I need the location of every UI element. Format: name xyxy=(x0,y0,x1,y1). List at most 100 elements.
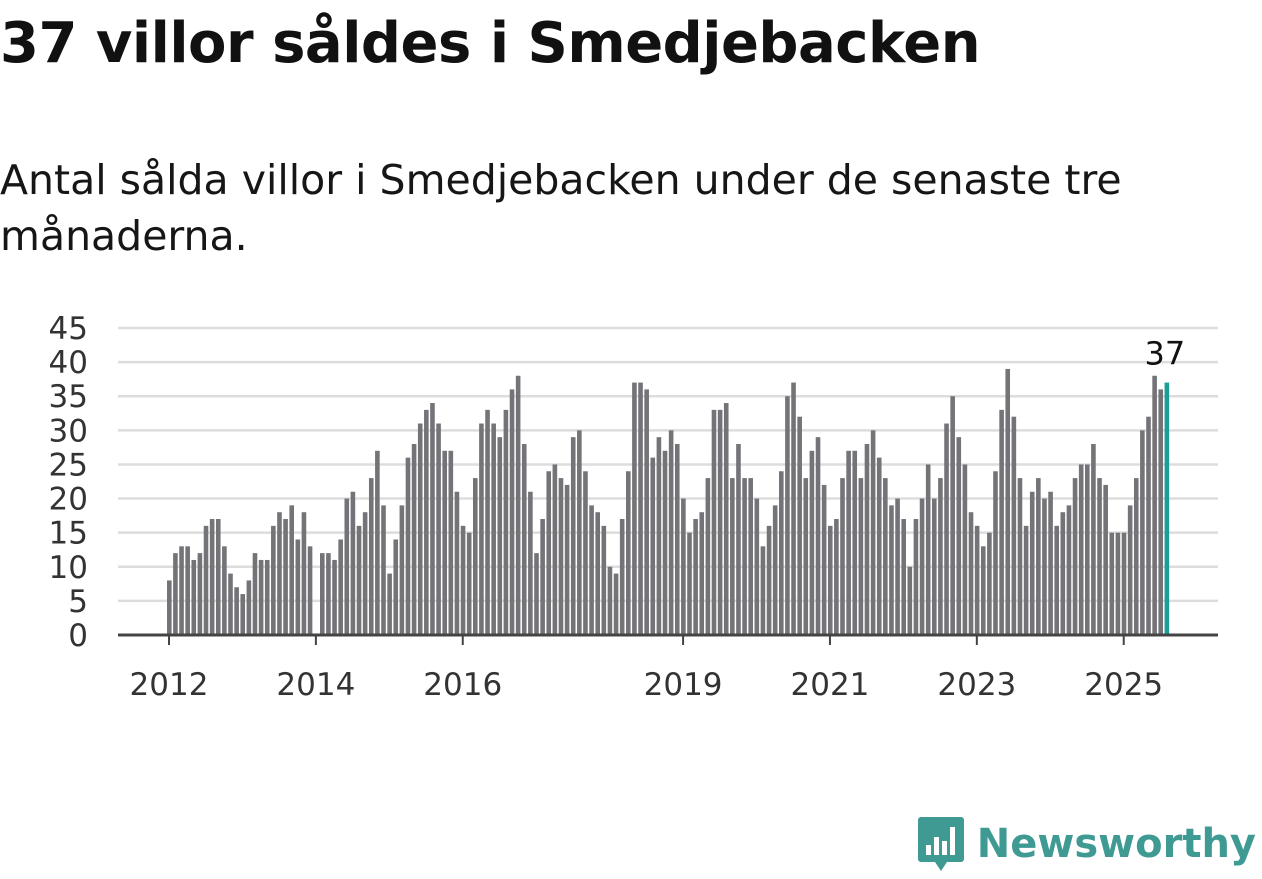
bar xyxy=(417,423,423,635)
bar xyxy=(1048,491,1053,635)
bar xyxy=(1060,512,1066,635)
bar xyxy=(619,519,625,635)
bar xyxy=(246,580,252,635)
bar xyxy=(252,553,258,635)
bar xyxy=(858,478,864,635)
bar xyxy=(228,573,233,635)
bar xyxy=(1011,416,1017,635)
x-tick-label: 2012 xyxy=(130,667,209,703)
bar xyxy=(430,403,435,635)
bar-highlight xyxy=(1164,382,1170,635)
bar xyxy=(907,566,913,635)
bar xyxy=(1115,532,1121,635)
bar xyxy=(1158,389,1164,635)
bar xyxy=(411,443,417,635)
bar xyxy=(711,409,717,635)
bar xyxy=(889,505,894,635)
newsworthy-logo-icon xyxy=(917,817,964,871)
bar xyxy=(528,491,533,635)
bar xyxy=(980,546,986,635)
bar xyxy=(209,519,215,635)
bar xyxy=(436,423,441,635)
bar xyxy=(338,539,343,635)
bar xyxy=(307,546,313,635)
bar xyxy=(368,478,374,635)
bar xyxy=(222,546,227,635)
bar xyxy=(1085,464,1090,635)
bar xyxy=(179,546,184,635)
bar xyxy=(699,512,705,635)
bar xyxy=(1023,525,1029,635)
bar xyxy=(919,498,925,635)
bar xyxy=(375,450,380,635)
bar xyxy=(797,416,802,635)
bars xyxy=(167,368,1170,635)
bar xyxy=(656,437,662,635)
bar xyxy=(840,478,845,635)
bar xyxy=(577,430,582,635)
page-title: 37 villor såldes i Smedjebacken xyxy=(0,11,981,76)
y-tick-label: 30 xyxy=(49,413,88,449)
bar xyxy=(399,505,405,635)
bar xyxy=(552,464,558,635)
bar xyxy=(583,471,588,635)
bar xyxy=(264,559,270,635)
brand-name: Newsworthy xyxy=(976,821,1256,867)
bar xyxy=(766,525,772,635)
y-tick-label: 45 xyxy=(49,311,88,347)
bar xyxy=(723,403,729,635)
bar xyxy=(534,553,539,635)
bar xyxy=(362,512,368,635)
bar xyxy=(650,457,656,635)
bar xyxy=(974,525,980,635)
bar xyxy=(1005,368,1011,635)
bar xyxy=(277,512,282,635)
bar xyxy=(693,519,698,635)
bar xyxy=(479,423,484,635)
bar xyxy=(1146,416,1151,635)
bar xyxy=(595,512,600,635)
chart-subtitle: Antal sålda villor i Smedjebacken under … xyxy=(0,156,1122,260)
x-tick-label: 2014 xyxy=(276,667,355,703)
bar xyxy=(1017,478,1023,635)
bar xyxy=(295,539,301,635)
bar xyxy=(460,525,466,635)
bar xyxy=(491,423,496,635)
bar xyxy=(191,559,197,635)
bar xyxy=(809,450,815,635)
bar xyxy=(1054,525,1059,635)
bar xyxy=(234,587,239,635)
bar xyxy=(999,409,1004,635)
bar xyxy=(827,525,833,635)
bar xyxy=(736,443,741,635)
y-tick-label: 20 xyxy=(49,482,88,518)
bar xyxy=(956,437,962,635)
y-tick-label: 0 xyxy=(68,618,88,654)
bar xyxy=(993,471,998,635)
x-tick-label: 2016 xyxy=(423,667,502,703)
bar xyxy=(803,478,809,635)
bar xyxy=(962,464,968,635)
bar xyxy=(644,389,649,635)
bar xyxy=(760,546,766,635)
bar xyxy=(393,539,399,635)
bar xyxy=(730,478,735,635)
bar xyxy=(913,519,919,635)
bar xyxy=(876,457,882,635)
bar xyxy=(173,553,178,635)
bar xyxy=(503,409,509,635)
bar xyxy=(681,498,686,635)
bar xyxy=(497,437,503,635)
bar xyxy=(1042,498,1047,635)
bar xyxy=(1133,478,1139,635)
bar xyxy=(1078,464,1084,635)
bar xyxy=(473,478,478,635)
bar xyxy=(626,471,631,635)
x-axis: 2012 2014 2016 2019 2021 2023 2025 xyxy=(118,633,1218,703)
x-tick-label: 2021 xyxy=(791,667,870,703)
y-tick-label: 25 xyxy=(49,447,88,483)
bar xyxy=(834,519,839,635)
y-tick-label: 10 xyxy=(49,550,88,586)
bar xyxy=(968,512,974,635)
